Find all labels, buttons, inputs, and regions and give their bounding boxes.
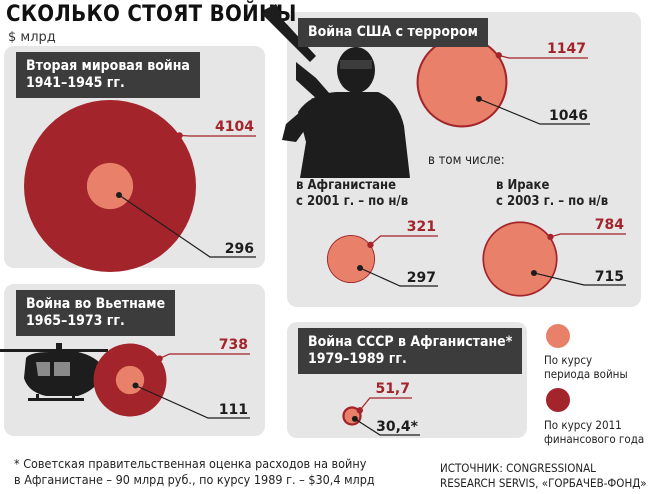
value-ussr-period-rate: 30,4*	[376, 419, 419, 435]
legend-rate-2011-swatch	[546, 388, 570, 412]
ww2-header: Вторая мировая война 1941–1945 гг.	[16, 52, 200, 98]
iraq-subtitle: в Ираке с 2003 г. – по н/в	[496, 178, 609, 209]
ussr-afghanistan-header: Война СССР в Афганистане* 1979–1989 гг.	[298, 328, 523, 374]
leader-ussr-period-rate	[354, 418, 420, 436]
leader-dot-vietnam-2011-rate	[156, 355, 163, 362]
legend-period-rate-swatch	[546, 324, 570, 348]
afghanistan-subtitle: в Афганистане с 2001 г. – по н/в	[296, 178, 409, 209]
value-afghan-2011-rate: 321	[407, 219, 436, 235]
page-title: СКОЛЬКО СТОЯТ ВОЙНЫ	[6, 2, 297, 27]
value-terror-period-rate: 1046	[549, 108, 588, 124]
terror-header: Война США с террором	[298, 18, 488, 47]
circle-terror-period-rate	[418, 38, 506, 126]
leader-dot-afghan-2011-rate	[367, 241, 374, 249]
value-vietnam-2011-rate: 738	[219, 337, 248, 353]
value-ww2-2011-rate: 4104	[215, 119, 254, 135]
circle-afghan-period-rate	[327, 235, 375, 283]
soldier-silhouette-icon	[262, 4, 410, 178]
leader-dot-afghan-period-rate	[356, 264, 363, 271]
circle-iraq-period-rate	[484, 223, 556, 295]
leader-dot-terror-period-rate	[475, 95, 482, 102]
value-afghan-period-rate: 297	[407, 270, 436, 286]
leader-dot-vietnam-period-rate	[132, 382, 139, 389]
legend-rate-2011-label: По курсу 2011 финансового года	[544, 418, 645, 446]
leader-vietnam-period-rate	[135, 384, 250, 419]
leader-iraq-2011-rate	[550, 233, 626, 238]
unit-label: $ млрд	[8, 30, 56, 45]
leader-dot-ussr-period-rate	[351, 415, 358, 422]
leader-dot-iraq-2011-rate	[547, 233, 554, 241]
including-label: в том числе:	[428, 153, 505, 168]
leader-iraq-period-rate	[533, 272, 626, 286]
leader-ussr-2011-rate	[359, 397, 412, 411]
vietnam-header: Война во Вьетнаме 1965–1973 гг.	[16, 290, 176, 336]
leader-afghan-2011-rate	[370, 235, 438, 246]
source-note: ИСТОЧНИК: CONGRESSIONAL RESEARCH SERVIS, …	[440, 461, 647, 490]
value-iraq-period-rate: 715	[595, 269, 624, 285]
leader-dot-ussr-2011-rate	[356, 407, 364, 414]
value-vietnam-period-rate: 111	[219, 402, 248, 418]
leader-dot-ww2-2011-rate	[176, 132, 183, 139]
leader-vietnam-2011-rate	[159, 353, 250, 360]
leader-ww2-period-rate	[118, 194, 256, 258]
leader-terror-period-rate	[478, 98, 590, 125]
leader-dot-terror-2011-rate	[495, 52, 502, 59]
leader-terror-2011-rate	[498, 54, 588, 59]
value-ussr-2011-rate: 51,7	[375, 381, 410, 397]
value-ww2-period-rate: 296	[225, 241, 254, 257]
leader-dot-ww2-period-rate	[115, 191, 122, 198]
footnote: * Советская правительственная оценка рас…	[14, 456, 375, 487]
legend-period-rate-label: По курсу периода войны	[544, 353, 628, 381]
leader-ww2-2011-rate	[179, 134, 256, 137]
circle-ww2-period-rate	[86, 162, 134, 210]
value-iraq-2011-rate: 784	[595, 217, 624, 233]
leader-dot-iraq-period-rate	[530, 269, 537, 276]
leader-afghan-period-rate	[359, 267, 438, 287]
circle-vietnam-period-rate	[115, 365, 145, 395]
value-terror-2011-rate: 1147	[547, 41, 586, 57]
